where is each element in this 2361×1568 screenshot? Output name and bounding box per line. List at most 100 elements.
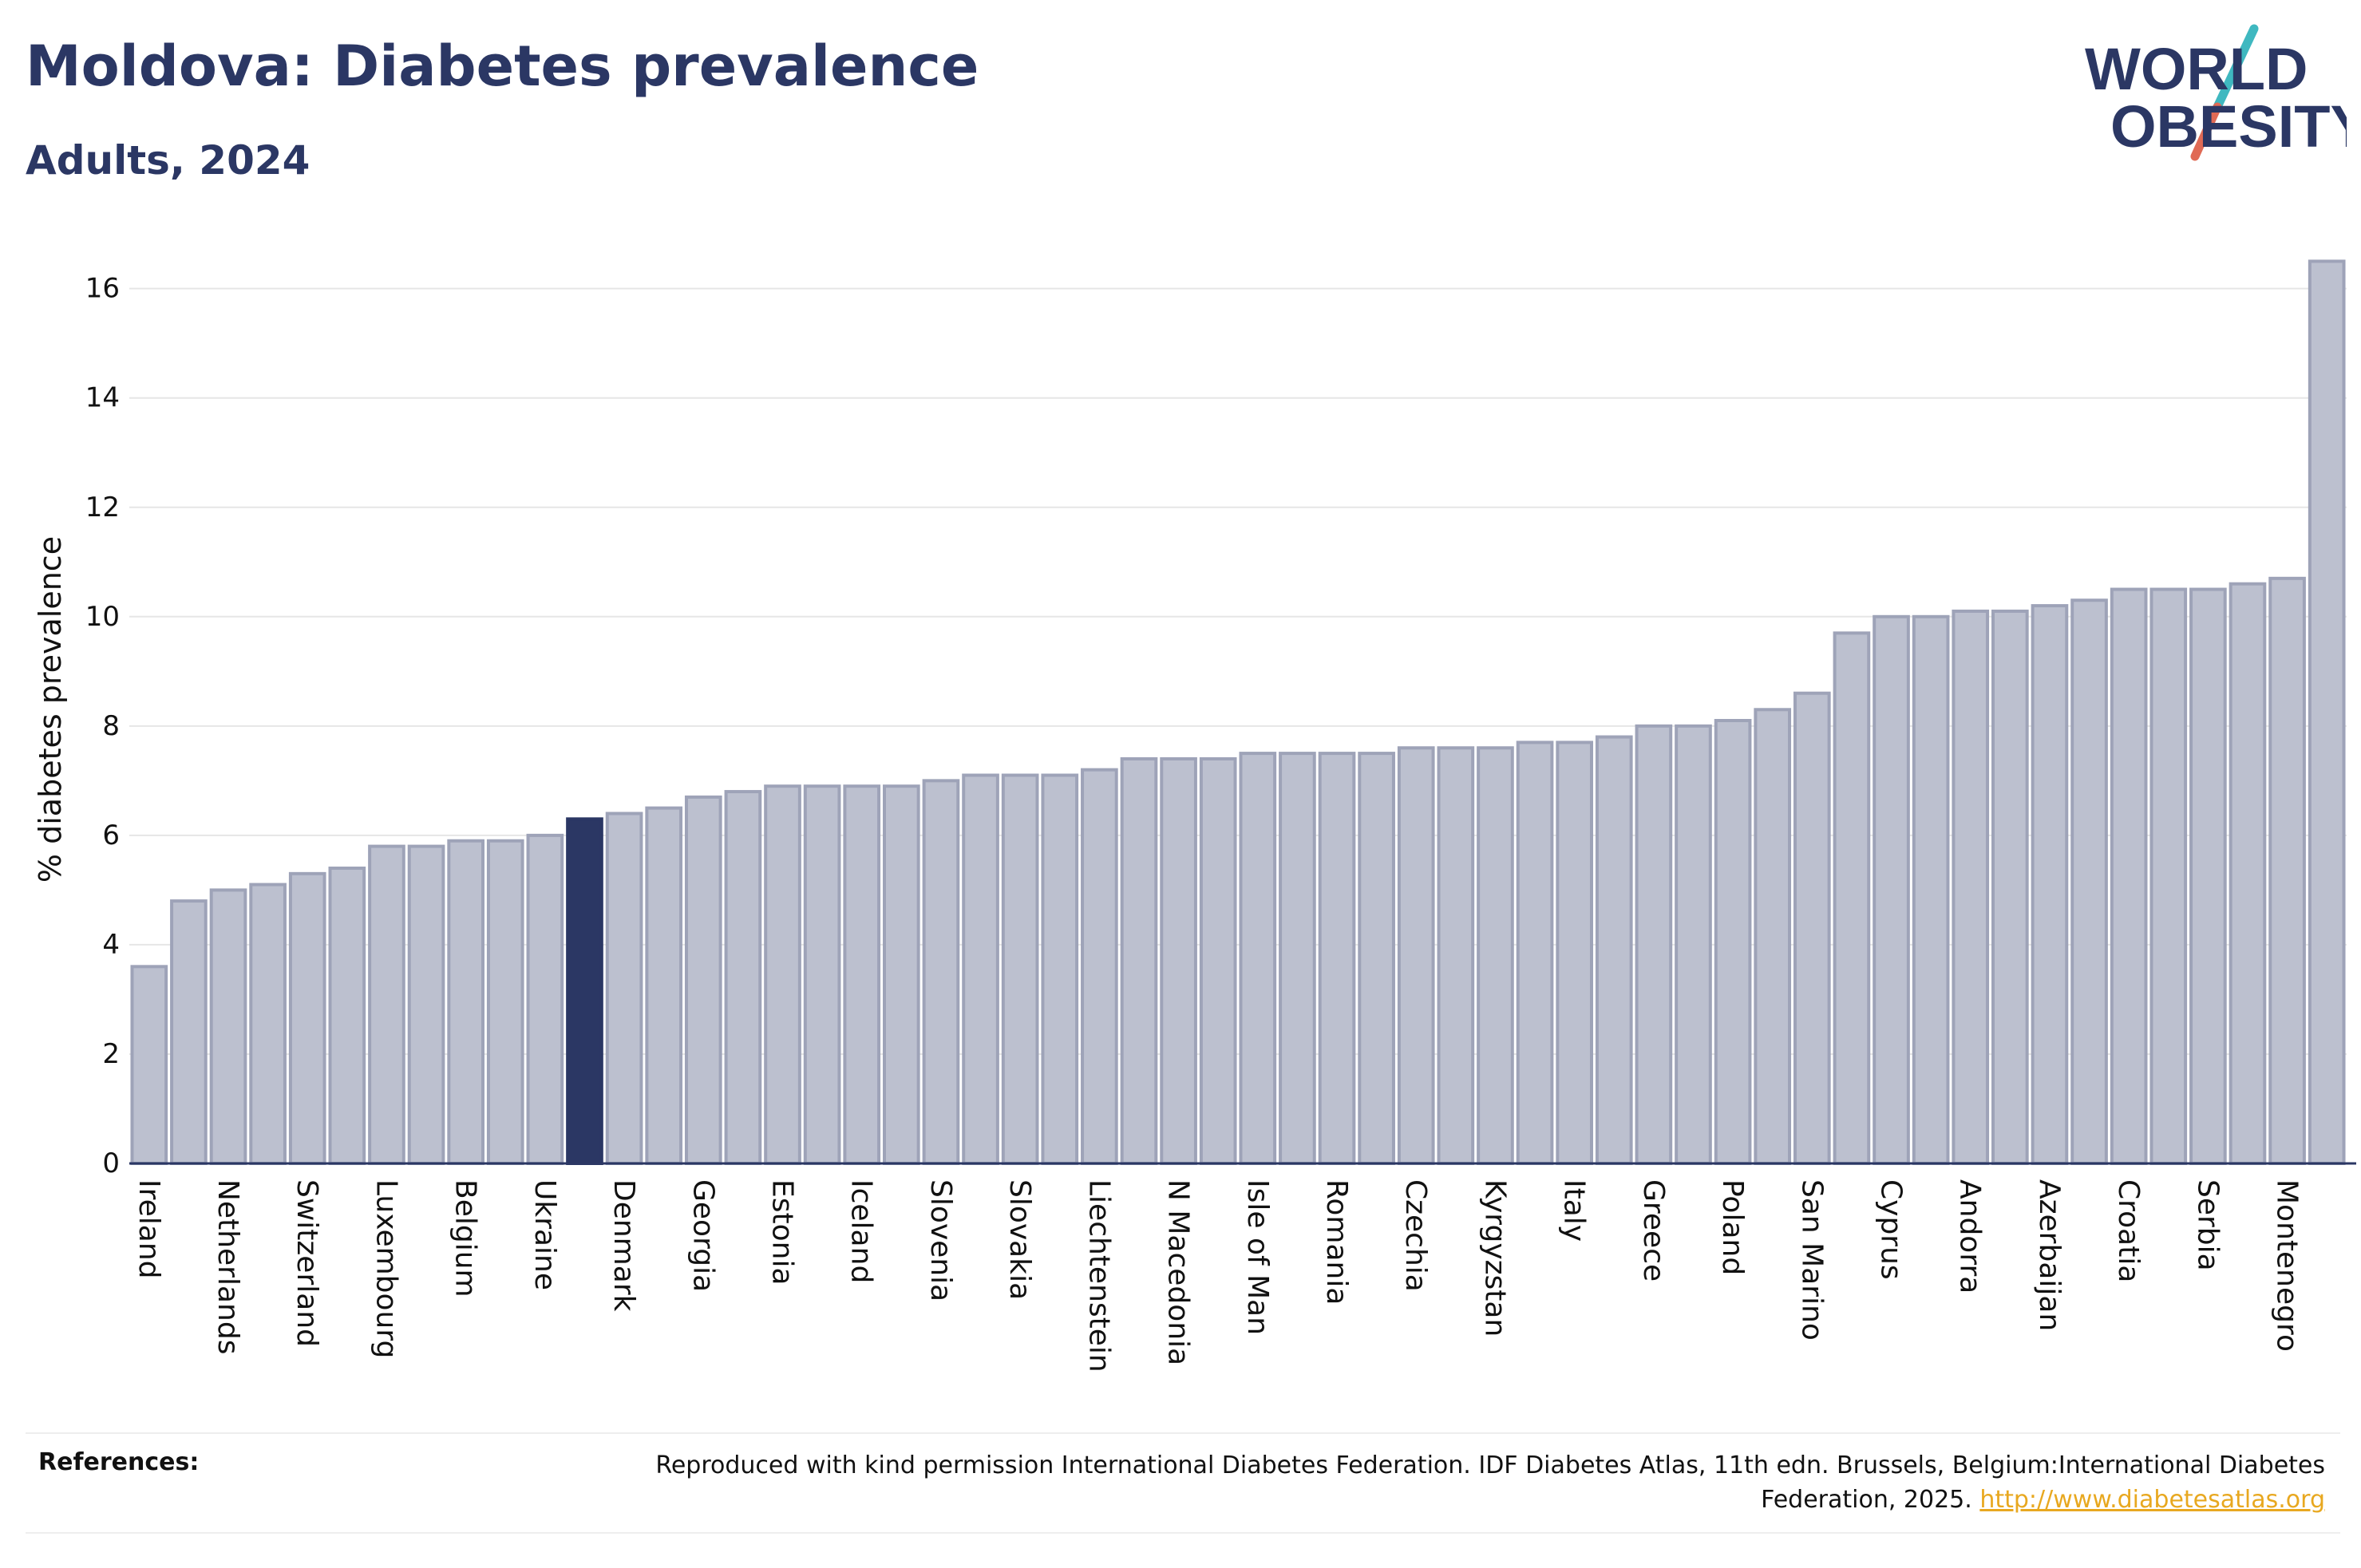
y-tick-label: 6 [102, 820, 120, 851]
y-tick-label: 8 [102, 710, 120, 742]
y-tick-label: 14 [85, 382, 120, 414]
bar [2110, 587, 2148, 1165]
bar [2189, 587, 2227, 1165]
x-tick-label: Belgium [449, 1179, 482, 1297]
bar [1952, 609, 1990, 1165]
bar [1199, 756, 1237, 1165]
bar [249, 883, 287, 1166]
bar [407, 844, 445, 1165]
bar [209, 888, 247, 1166]
bar [368, 844, 405, 1165]
x-tick-label: Kyrgyzstan [1478, 1179, 1511, 1337]
x-tick-label: Andorra [1954, 1179, 1987, 1294]
x-tick-label: Switzerland [291, 1179, 323, 1347]
bar [1120, 756, 1158, 1165]
x-tick-label: Poland [1716, 1179, 1749, 1275]
references-citation: Reproduced with kind permission Internat… [655, 1451, 2325, 1514]
bar [764, 784, 801, 1165]
x-tick-label: Isle of Man [1241, 1179, 1274, 1335]
bar [1754, 708, 1792, 1165]
x-tick-label: Czechia [1399, 1179, 1432, 1292]
logo-line2: OBESITY [2110, 93, 2347, 160]
y-tick-label: 4 [102, 929, 120, 961]
bar [1635, 724, 1673, 1165]
bar [605, 812, 643, 1165]
page-title: Moldova: Diabetes prevalence [26, 34, 979, 99]
x-tick-label: Italy [1558, 1179, 1591, 1242]
bar [1912, 614, 1950, 1165]
x-tick-label: Cyprus [1875, 1179, 1908, 1280]
bar [1358, 752, 1395, 1165]
x-tick-label: Croatia [2112, 1179, 2145, 1282]
bar [1833, 631, 1871, 1165]
bar [922, 779, 960, 1165]
bar [1081, 768, 1118, 1165]
y-tick-label: 16 [85, 273, 120, 305]
diabetes-atlas-link[interactable]: http://www.diabetesatlas.org [1979, 1486, 2325, 1514]
bar [1477, 746, 1514, 1165]
bar [170, 899, 208, 1165]
bar [843, 784, 881, 1165]
x-tick-label: Luxembourg [370, 1179, 402, 1358]
bar [724, 790, 762, 1165]
bar [1001, 773, 1039, 1165]
bar [2308, 259, 2346, 1165]
bar [1595, 735, 1633, 1165]
bar [447, 839, 484, 1165]
x-tick-label: Slovenia [924, 1179, 957, 1301]
logo-line1: WORLD [2085, 36, 2308, 102]
x-tick-label: Estonia [766, 1179, 799, 1286]
y-tick-label: 0 [102, 1147, 120, 1179]
bar [1318, 752, 1356, 1165]
x-tick-label: Greece [1637, 1179, 1670, 1282]
x-tick-label: Ireland [132, 1179, 165, 1279]
bar [288, 871, 326, 1165]
footer-divider-bottom [26, 1532, 2340, 1534]
x-tick-label: Liechtenstein [1082, 1179, 1115, 1372]
bar [645, 806, 683, 1165]
bar [526, 833, 564, 1165]
x-tick-label: Ukraine [528, 1179, 561, 1290]
x-tick-label: Serbia [2191, 1179, 2224, 1271]
bar [2229, 582, 2267, 1165]
bar [1516, 741, 1554, 1165]
y-tick-label: 2 [102, 1038, 120, 1070]
references-text: Reproduced with kind permission Internat… [529, 1448, 2325, 1517]
bar [486, 839, 524, 1165]
x-tick-label: Slovakia [1003, 1179, 1036, 1300]
bar [2149, 587, 2188, 1165]
y-tick-label: 10 [85, 601, 120, 633]
bar [1714, 718, 1752, 1165]
bar [1556, 741, 1593, 1165]
x-tick-label: Netherlands [212, 1179, 244, 1354]
bar [1041, 773, 1079, 1165]
bar [1991, 609, 2029, 1165]
world-obesity-logo: WORLD OBESITY [2085, 24, 2347, 161]
y-axis-title: % diabetes prevalence [33, 536, 68, 883]
bar [684, 795, 722, 1165]
page-subtitle: Adults, 2024 [26, 137, 310, 184]
bar [1873, 614, 1910, 1165]
bar [1675, 724, 1712, 1165]
bar [1279, 752, 1316, 1165]
bar [1160, 756, 1197, 1165]
footer-divider-top [26, 1432, 2340, 1434]
bar [1793, 691, 1831, 1165]
bar [2268, 576, 2306, 1165]
bar [566, 817, 603, 1166]
bar [2070, 598, 2108, 1165]
x-tick-label: Iceland [845, 1179, 878, 1283]
x-tick-label: San Marino [1795, 1179, 1828, 1341]
y-tick-label: 12 [85, 492, 120, 523]
x-tick-label: N Macedonia [1162, 1179, 1195, 1365]
bar [1239, 752, 1277, 1165]
x-tick-label: Romania [1320, 1179, 1353, 1305]
bar [130, 965, 168, 1165]
bar [1397, 746, 1435, 1165]
x-tick-label: Azerbaijan [2033, 1179, 2066, 1331]
bar [803, 784, 841, 1165]
bar-chart: 0 2 4 6 8 10 12 14 16 % diabetes prevalence Irelan… [33, 259, 2356, 1372]
bar [2031, 604, 2069, 1165]
x-tick-label: Denmark [607, 1179, 640, 1312]
bar [328, 866, 366, 1165]
